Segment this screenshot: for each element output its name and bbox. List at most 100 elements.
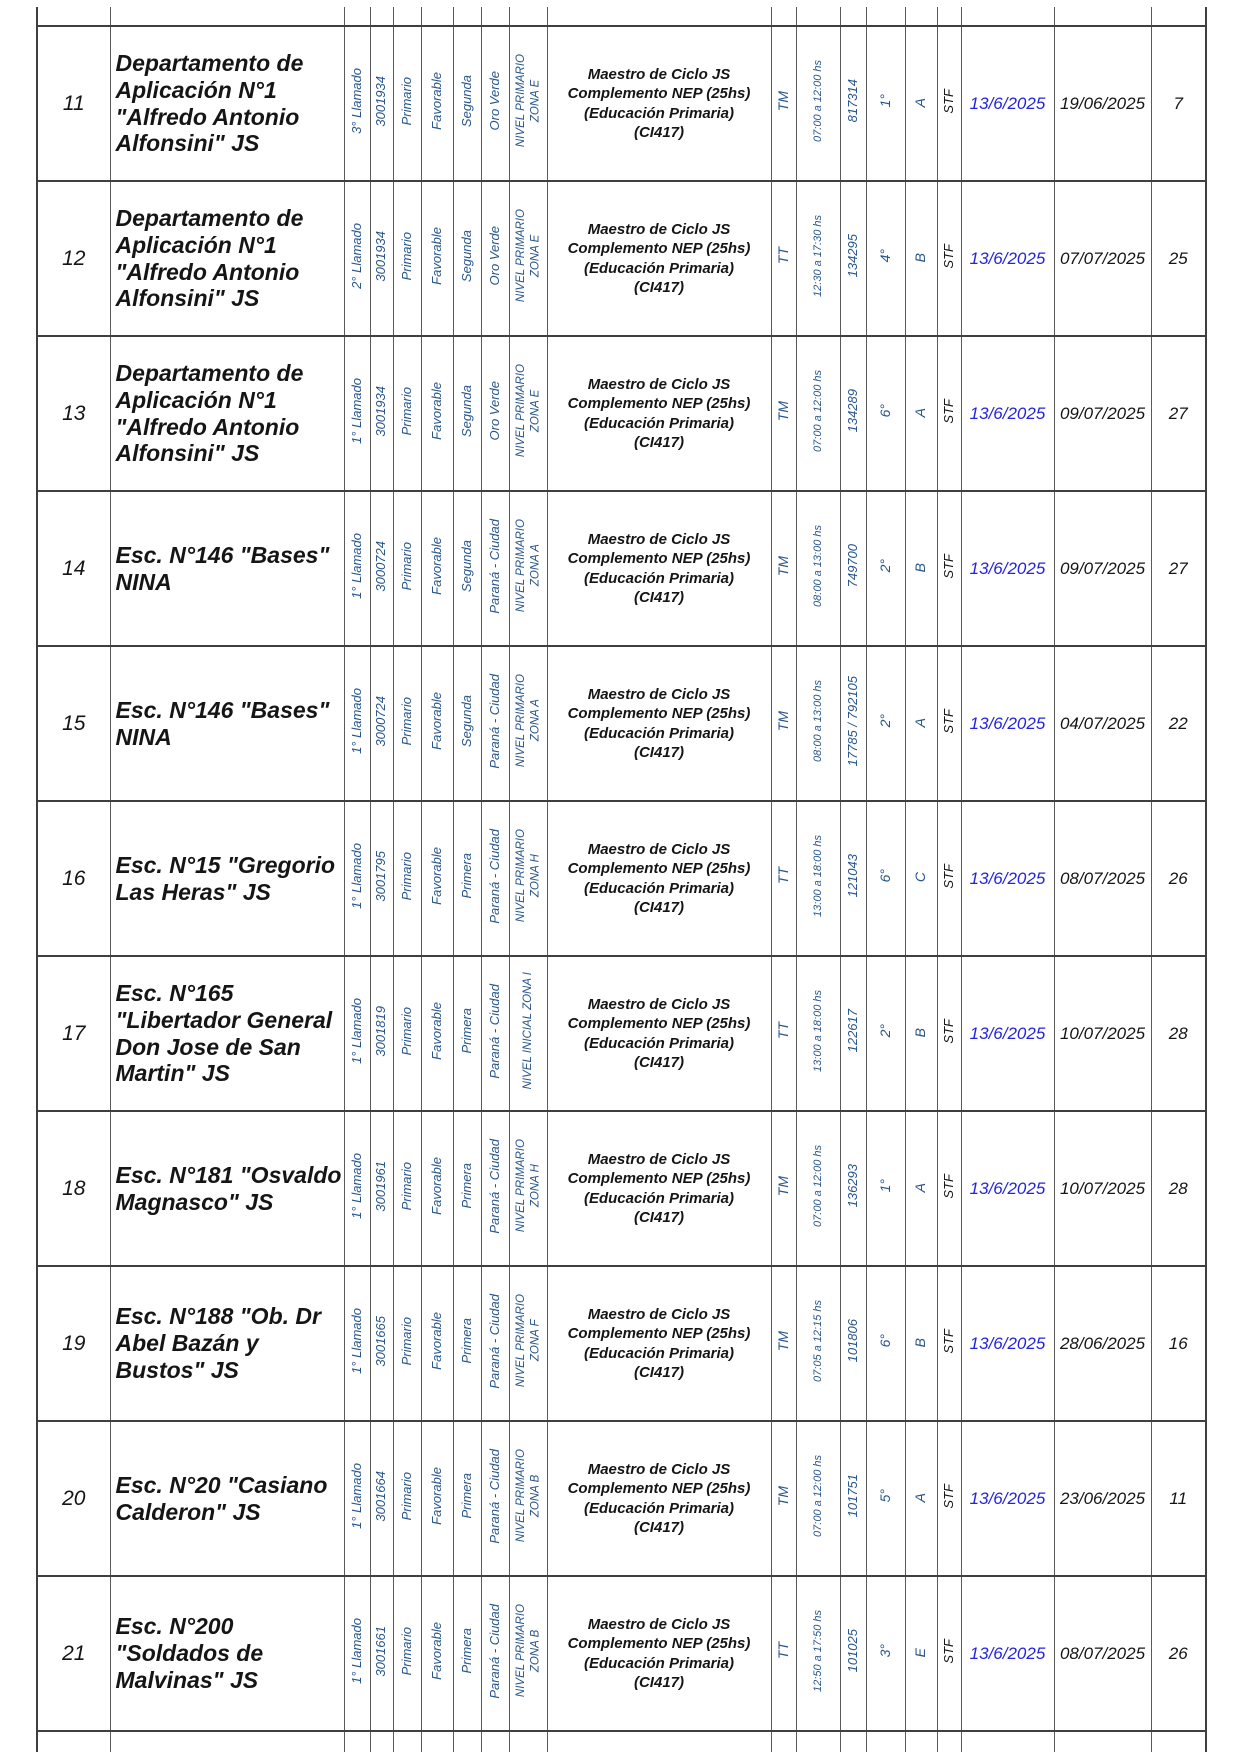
fecha-toma: 07/07/2025 <box>1053 180 1152 337</box>
cue-number: 3000724 <box>373 695 389 747</box>
llamado-cell: 1° Llamado <box>343 1420 371 1577</box>
seccion-text: A <box>912 98 929 108</box>
horario-cell: 07:00 a 12:00 hs <box>795 335 841 492</box>
grado-text: 1° <box>876 94 893 108</box>
zona-cell: NIVEL PRIMARIO ZONA E <box>508 25 548 182</box>
localidad-cell: Oro Verde <box>480 180 510 337</box>
turno-text: TT <box>774 867 791 885</box>
nivel-text: Primario <box>398 1626 414 1676</box>
seccion-cell: B <box>904 1265 938 1422</box>
cue-cell: 3001819 <box>369 955 394 1112</box>
fecha-publicacion: 13/6/2025 <box>960 955 1055 1112</box>
stf-cell: STF <box>936 955 962 1112</box>
llamado-text: 3° Llamado <box>348 68 364 134</box>
school-name <box>109 7 345 27</box>
nivel-text: Primario <box>398 696 414 746</box>
fecha-publicacion: 13/6/2025 <box>960 490 1055 647</box>
zona-cell: NIVEL PRIMARIO ZONA B <box>508 1575 548 1732</box>
fecha-publicacion <box>960 1730 1055 1752</box>
cue-cell: 3001961 <box>369 1110 394 1267</box>
table-row: 17 Esc. N°165 "Libertador General Don Jo… <box>36 955 1207 1112</box>
turno-cell: TT <box>770 180 797 337</box>
dictamen-text: Favorable <box>428 537 444 595</box>
nivel-text: Primario <box>398 541 414 591</box>
table-row: 11 Departamento de Aplicación N°1 "Alfre… <box>36 25 1207 182</box>
horario-cell <box>795 1730 841 1752</box>
turno-text: TT <box>774 1642 791 1660</box>
school-name: Esc. N°146 "Bases" NINA <box>109 490 345 647</box>
llamado-cell: 1° Llamado <box>343 335 371 492</box>
categoria-text: Primera <box>458 1163 474 1209</box>
cue-cell: 3001661 <box>369 1575 394 1732</box>
school-name: Departamento de Aplicación N°1 "Alfredo … <box>109 180 345 337</box>
turno-text: TM <box>774 90 791 112</box>
nivel-cell: Primario <box>392 25 422 182</box>
row-number: 17 <box>36 955 111 1112</box>
row-number: 14 <box>36 490 111 647</box>
llamado-cell: 1° Llamado <box>343 1265 371 1422</box>
fecha-publicacion: 13/6/2025 <box>960 25 1055 182</box>
seccion-text: B <box>912 563 929 573</box>
legajo-number: 101806 <box>844 1319 860 1363</box>
localidad-text: Paraná - Ciudad <box>486 673 502 769</box>
turno-text: TM <box>774 1485 791 1507</box>
nivel-cell: Primario <box>392 955 422 1112</box>
categoria-cell: Segunda <box>452 335 482 492</box>
turno-cell: TM <box>770 490 797 647</box>
cargo-description: Maestro de Ciclo JS Complemento NEP (25h… <box>546 1575 772 1732</box>
cargo-description: Maestro de Ciclo JS Complemento NEP (25h… <box>546 955 772 1112</box>
table-body: 11 Departamento de Aplicación N°1 "Alfre… <box>36 7 1207 1752</box>
seccion-cell: A <box>904 335 938 492</box>
stf-flag: STF <box>940 1483 956 1509</box>
zona-cell: NIVEL PRIMARIO ZONA E <box>508 180 548 337</box>
vacantes-count: 16 <box>1150 1265 1207 1422</box>
stf-flag: STF <box>940 1173 956 1199</box>
stf-flag: STF <box>940 863 956 889</box>
fecha-toma: 28/06/2025 <box>1053 1265 1152 1422</box>
nivel-cell <box>392 7 422 27</box>
dictamen-cell: Favorable <box>420 25 454 182</box>
horario-cell: 13:00 a 18:00 hs <box>795 955 841 1112</box>
zona-text: NIVEL PRIMARIO ZONA A <box>514 519 541 613</box>
categoria-cell: Segunda <box>452 180 482 337</box>
legajo-cell: 136293 <box>839 1110 867 1267</box>
cargo-description: Maestro de Ciclo JS Complemento NEP (25h… <box>546 1265 772 1422</box>
fecha-publicacion: 13/6/2025 <box>960 645 1055 802</box>
turno-cell: TM <box>770 1420 797 1577</box>
nivel-cell: Primario <box>392 800 422 957</box>
stf-flag: STF <box>940 398 956 424</box>
fecha-toma: 08/07/2025 <box>1053 800 1152 957</box>
seccion-text: C <box>912 872 929 883</box>
zona-text: NIVEL PRIMARIO ZONA E <box>514 54 541 148</box>
cue-cell: 3001664 <box>369 1420 394 1577</box>
cue-cell: 3001934 <box>369 335 394 492</box>
legajo-cell: 101751 <box>839 1420 867 1577</box>
zona-text: NIVEL INICIAL ZONA I <box>521 972 534 1090</box>
turno-text: TM <box>774 400 791 422</box>
vacantes-count: 27 <box>1150 490 1207 647</box>
llamado-text: 1° Llamado <box>348 1308 364 1374</box>
cargo-description: Maestro de Ciclo JS Complemento NEP (25h… <box>546 180 772 337</box>
nivel-cell <box>392 1730 422 1752</box>
categoria-cell: Primera <box>452 1575 482 1732</box>
row-number: 15 <box>36 645 111 802</box>
zona-cell: NIVEL PRIMARIO ZONA H <box>508 1110 548 1267</box>
localidad-cell <box>480 1730 510 1752</box>
grado-text: 5° <box>876 1489 893 1503</box>
row-number: 21 <box>36 1575 111 1732</box>
cut-row-bottom <box>36 1730 1207 1752</box>
nivel-cell: Primario <box>392 1265 422 1422</box>
vacantes-count: 22 <box>1150 645 1207 802</box>
row-number: 11 <box>36 25 111 182</box>
dictamen-text: Favorable <box>428 1312 444 1370</box>
localidad-cell: Paraná - Ciudad <box>480 1575 510 1732</box>
grado-text: 6° <box>876 404 893 418</box>
seccion-text: A <box>912 1493 929 1503</box>
stf-cell: STF <box>936 1575 962 1732</box>
llamado-cell: 1° Llamado <box>343 800 371 957</box>
stf-cell: STF <box>936 1420 962 1577</box>
cue-cell <box>369 1730 394 1752</box>
row-number <box>36 7 111 27</box>
nivel-cell: Primario <box>392 180 422 337</box>
